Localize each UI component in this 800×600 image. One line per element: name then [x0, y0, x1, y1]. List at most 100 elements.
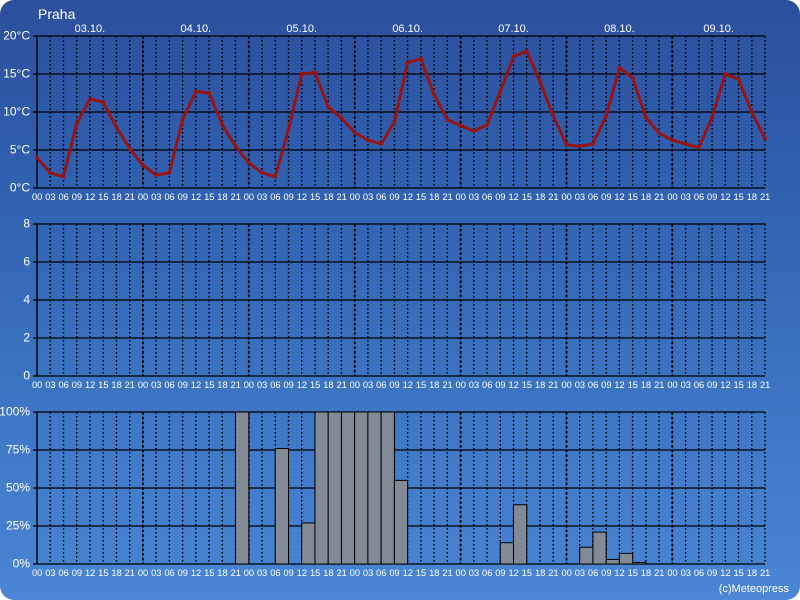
svg-text:4: 4	[23, 293, 30, 307]
svg-text:06: 06	[58, 568, 68, 578]
svg-text:0%: 0%	[13, 557, 31, 571]
svg-text:00: 00	[350, 380, 360, 390]
svg-text:06: 06	[482, 568, 492, 578]
svg-text:09: 09	[72, 380, 82, 390]
svg-text:2: 2	[23, 331, 30, 345]
svg-text:09: 09	[707, 568, 717, 578]
svg-text:21: 21	[654, 380, 664, 390]
svg-text:15: 15	[734, 568, 744, 578]
svg-text:03: 03	[151, 380, 161, 390]
svg-text:18: 18	[641, 568, 651, 578]
svg-text:18: 18	[111, 380, 121, 390]
svg-text:12: 12	[614, 568, 624, 578]
svg-text:100%: 100%	[0, 405, 30, 419]
svg-text:12: 12	[85, 380, 95, 390]
svg-text:12: 12	[191, 380, 201, 390]
svg-text:00: 00	[32, 568, 42, 578]
svg-text:06: 06	[588, 192, 598, 202]
svg-text:09: 09	[707, 192, 717, 202]
svg-text:09: 09	[283, 380, 293, 390]
svg-text:06: 06	[270, 380, 280, 390]
svg-text:18: 18	[535, 380, 545, 390]
svg-text:03: 03	[681, 192, 691, 202]
svg-text:0: 0	[23, 369, 30, 383]
svg-text:06: 06	[482, 380, 492, 390]
svg-text:12: 12	[403, 380, 413, 390]
svg-text:15: 15	[628, 192, 638, 202]
svg-text:18: 18	[217, 192, 227, 202]
svg-text:03: 03	[469, 568, 479, 578]
svg-text:18: 18	[323, 380, 333, 390]
svg-text:09: 09	[707, 380, 717, 390]
svg-text:00: 00	[244, 192, 254, 202]
svg-text:18: 18	[429, 568, 439, 578]
svg-text:21: 21	[125, 380, 135, 390]
svg-text:18: 18	[111, 192, 121, 202]
svg-text:06: 06	[376, 192, 386, 202]
svg-text:18: 18	[747, 568, 757, 578]
svg-text:12: 12	[297, 380, 307, 390]
svg-text:09: 09	[495, 192, 505, 202]
svg-text:12: 12	[191, 192, 201, 202]
svg-text:06: 06	[58, 380, 68, 390]
svg-text:00: 00	[456, 380, 466, 390]
svg-text:12: 12	[297, 568, 307, 578]
svg-text:03: 03	[45, 192, 55, 202]
svg-text:12: 12	[614, 380, 624, 390]
svg-text:05.10.: 05.10.	[286, 23, 317, 35]
svg-text:21: 21	[231, 380, 241, 390]
svg-text:21: 21	[125, 192, 135, 202]
svg-text:06: 06	[270, 568, 280, 578]
svg-text:15: 15	[204, 568, 214, 578]
svg-text:15: 15	[628, 380, 638, 390]
svg-text:18: 18	[747, 192, 757, 202]
svg-text:Praha: Praha	[38, 6, 76, 22]
svg-text:12: 12	[509, 192, 519, 202]
svg-text:21: 21	[548, 192, 558, 202]
svg-text:5°C: 5°C	[10, 143, 30, 157]
svg-text:15: 15	[310, 568, 320, 578]
svg-text:03: 03	[363, 568, 373, 578]
svg-text:09: 09	[283, 192, 293, 202]
svg-text:21: 21	[125, 568, 135, 578]
svg-text:00: 00	[561, 568, 571, 578]
svg-text:21: 21	[760, 380, 770, 390]
svg-text:09: 09	[389, 192, 399, 202]
svg-text:03: 03	[257, 568, 267, 578]
svg-text:08.10.: 08.10.	[604, 23, 635, 35]
svg-text:06: 06	[694, 380, 704, 390]
svg-text:20°C: 20°C	[3, 29, 30, 43]
svg-text:00: 00	[138, 192, 148, 202]
svg-text:00: 00	[667, 192, 677, 202]
svg-text:21: 21	[760, 568, 770, 578]
svg-text:06: 06	[694, 192, 704, 202]
svg-text:18: 18	[641, 192, 651, 202]
svg-text:06: 06	[376, 568, 386, 578]
svg-text:21: 21	[442, 568, 452, 578]
svg-text:21: 21	[231, 192, 241, 202]
svg-text:15: 15	[204, 192, 214, 202]
svg-text:06.10.: 06.10.	[392, 23, 423, 35]
svg-text:03: 03	[151, 192, 161, 202]
svg-text:15: 15	[204, 380, 214, 390]
svg-text:09: 09	[495, 380, 505, 390]
svg-text:12: 12	[720, 380, 730, 390]
svg-text:09: 09	[283, 568, 293, 578]
svg-text:12: 12	[191, 568, 201, 578]
svg-text:09: 09	[495, 568, 505, 578]
svg-text:15: 15	[98, 568, 108, 578]
svg-text:09: 09	[72, 568, 82, 578]
svg-text:00: 00	[350, 568, 360, 578]
svg-text:00: 00	[138, 568, 148, 578]
svg-text:12: 12	[509, 380, 519, 390]
svg-text:21: 21	[336, 568, 346, 578]
svg-text:21: 21	[654, 192, 664, 202]
svg-text:50%: 50%	[6, 481, 30, 495]
svg-text:06: 06	[164, 568, 174, 578]
svg-text:21: 21	[442, 192, 452, 202]
svg-text:03.10.: 03.10.	[75, 23, 106, 35]
svg-text:15°C: 15°C	[3, 67, 30, 81]
svg-text:09: 09	[601, 192, 611, 202]
svg-text:06: 06	[482, 192, 492, 202]
svg-text:03: 03	[151, 568, 161, 578]
